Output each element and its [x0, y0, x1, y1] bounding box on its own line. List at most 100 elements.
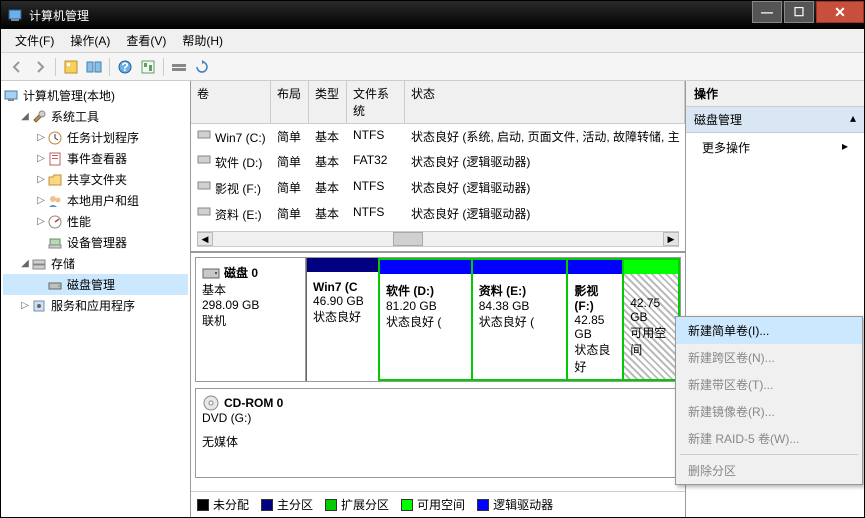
- volume-header: 卷 布局 类型 文件系统 状态: [191, 81, 685, 124]
- ctx-delete[interactable]: 删除分区: [676, 457, 862, 484]
- toolbar-icon[interactable]: [61, 57, 81, 77]
- tree-label: 设备管理器: [67, 234, 127, 251]
- ctx-new-simple[interactable]: 新建简单卷(I)...: [676, 317, 862, 344]
- tree-disk-mgmt[interactable]: 磁盘管理: [3, 274, 188, 295]
- app-icon: [7, 7, 23, 23]
- maximize-button[interactable]: ☐: [784, 1, 814, 23]
- col-volume[interactable]: 卷: [191, 81, 271, 123]
- tree-local-users[interactable]: ▷ 本地用户和组: [3, 190, 188, 211]
- ctx-new-stripe[interactable]: 新建带区卷(T)...: [676, 371, 862, 398]
- tree-label: 计算机管理(本地): [23, 87, 115, 104]
- col-fs[interactable]: 文件系统: [347, 81, 405, 123]
- refresh-icon[interactable]: [192, 57, 212, 77]
- collapse-icon[interactable]: ◢: [19, 258, 31, 269]
- help-icon[interactable]: ?: [115, 57, 135, 77]
- drive-icon: [197, 128, 213, 142]
- volume-row[interactable]: 软件 (D:) 简单 基本 FAT32 状态良好 (逻辑驱动器): [191, 149, 685, 175]
- legend-swatch: [325, 499, 337, 511]
- partition-d[interactable]: 软件 (D:) 81.20 GB 状态良好 (: [380, 260, 471, 379]
- menu-view[interactable]: 查看(V): [118, 29, 174, 52]
- legend-swatch: [261, 499, 273, 511]
- tree-label: 系统工具: [51, 108, 99, 125]
- volume-row[interactable]: 影视 (F:) 简单 基本 NTFS 状态良好 (逻辑驱动器): [191, 175, 685, 201]
- tree-services[interactable]: ▷ 服务和应用程序: [3, 295, 188, 316]
- svg-text:?: ?: [121, 60, 128, 74]
- tree-device-manager[interactable]: 设备管理器: [3, 232, 188, 253]
- partition-free[interactable]: 42.75 GB 可用空间: [622, 260, 678, 379]
- expand-icon[interactable]: ▷: [35, 132, 47, 143]
- expand-icon[interactable]: ▷: [35, 216, 47, 227]
- tree-label: 本地用户和组: [67, 192, 139, 209]
- clock-icon: [47, 130, 63, 146]
- window-buttons: — ☐ ✕: [752, 1, 864, 23]
- ctx-new-span[interactable]: 新建跨区卷(N)...: [676, 344, 862, 371]
- expand-icon[interactable]: ▷: [35, 174, 47, 185]
- collapse-icon[interactable]: ◢: [19, 111, 31, 122]
- window-title: 计算机管理: [29, 7, 752, 24]
- tree-performance[interactable]: ▷ 性能: [3, 211, 188, 232]
- legend-swatch: [477, 499, 489, 511]
- h-scrollbar[interactable]: ◀ ▶: [197, 231, 679, 247]
- minimize-button[interactable]: —: [752, 1, 782, 23]
- drive-icon: [197, 179, 213, 193]
- collapse-icon[interactable]: ▴: [850, 111, 856, 128]
- tree-panel: 计算机管理(本地) ◢ 系统工具 ▷ 任务计划程序 ▷ 事件查看器 ▷ 共享文件…: [1, 81, 191, 517]
- menubar: 文件(F) 操作(A) 查看(V) 帮助(H): [1, 29, 864, 53]
- tree-shared-folders[interactable]: ▷ 共享文件夹: [3, 169, 188, 190]
- tree-task-scheduler[interactable]: ▷ 任务计划程序: [3, 127, 188, 148]
- volume-list: Win7 (C:) 简单 基本 NTFS 状态良好 (系统, 启动, 页面文件,…: [191, 124, 685, 227]
- scroll-right-icon[interactable]: ▶: [663, 232, 679, 246]
- legend-swatch: [197, 499, 209, 511]
- tree-root[interactable]: 计算机管理(本地): [3, 85, 188, 106]
- context-menu: 新建简单卷(I)... 新建跨区卷(N)... 新建带区卷(T)... 新建镜像…: [675, 316, 863, 485]
- folder-icon: [47, 172, 63, 188]
- tree-system-tools[interactable]: ◢ 系统工具: [3, 106, 188, 127]
- cdrom-icon: [202, 395, 220, 411]
- expand-icon[interactable]: ▷: [35, 153, 47, 164]
- tree-event-viewer[interactable]: ▷ 事件查看器: [3, 148, 188, 169]
- services-icon: [31, 298, 47, 314]
- forward-icon[interactable]: [30, 57, 50, 77]
- volume-row[interactable]: Win7 (C:) 简单 基本 NTFS 状态良好 (系统, 启动, 页面文件,…: [191, 124, 685, 149]
- disk-info[interactable]: 磁盘 0 基本 298.09 GB 联机: [196, 258, 306, 381]
- expand-icon[interactable]: ▷: [19, 300, 31, 311]
- main-panel: 卷 布局 类型 文件系统 状态 Win7 (C:) 简单 基本 NTFS 状态良…: [191, 81, 686, 517]
- event-icon: [47, 151, 63, 167]
- col-layout[interactable]: 布局: [271, 81, 309, 123]
- scroll-left-icon[interactable]: ◀: [197, 232, 213, 246]
- tools-icon: [31, 109, 47, 125]
- tree-storage[interactable]: ◢ 存储: [3, 253, 188, 274]
- legend: 未分配 主分区 扩展分区 可用空间 逻辑驱动器: [191, 491, 685, 517]
- ctx-new-mirror[interactable]: 新建镜像卷(R)...: [676, 398, 862, 425]
- action-more[interactable]: 更多操作 ▸: [686, 133, 864, 162]
- cdrom-info[interactable]: CD-ROM 0 DVD (G:) 无媒体: [196, 389, 306, 477]
- toolbar-icon[interactable]: [138, 57, 158, 77]
- action-sub[interactable]: 磁盘管理 ▴: [686, 107, 864, 133]
- ctx-new-raid5[interactable]: 新建 RAID-5 卷(W)...: [676, 425, 862, 452]
- menu-file[interactable]: 文件(F): [7, 29, 62, 52]
- menu-help[interactable]: 帮助(H): [174, 29, 231, 52]
- col-type[interactable]: 类型: [309, 81, 347, 123]
- toolbar: ?: [1, 53, 864, 81]
- computer-icon: [3, 88, 19, 104]
- partition-e[interactable]: 资料 (E:) 84.38 GB 状态良好 (: [471, 260, 567, 379]
- partition-c[interactable]: Win7 (C 46.90 GB 状态良好: [306, 258, 378, 381]
- users-icon: [47, 193, 63, 209]
- drive-icon: [197, 153, 213, 167]
- toolbar-icon[interactable]: [169, 57, 189, 77]
- drive-icon: [197, 205, 213, 219]
- menu-action[interactable]: 操作(A): [62, 29, 118, 52]
- volume-row[interactable]: 资料 (E:) 简单 基本 NTFS 状态良好 (逻辑驱动器): [191, 201, 685, 227]
- toolbar-icon[interactable]: [84, 57, 104, 77]
- cdrom-row: CD-ROM 0 DVD (G:) 无媒体: [195, 388, 681, 478]
- close-button[interactable]: ✕: [816, 1, 864, 23]
- col-status[interactable]: 状态: [405, 81, 685, 123]
- titlebar[interactable]: 计算机管理 — ☐ ✕: [1, 1, 864, 29]
- storage-icon: [31, 256, 47, 272]
- partition-f[interactable]: 影视 (F:) 42.85 GB 状态良好: [566, 260, 622, 379]
- perf-icon: [47, 214, 63, 230]
- back-icon[interactable]: [7, 57, 27, 77]
- tree-label: 任务计划程序: [67, 129, 139, 146]
- expand-icon[interactable]: ▷: [35, 195, 47, 206]
- scroll-thumb[interactable]: [393, 232, 423, 246]
